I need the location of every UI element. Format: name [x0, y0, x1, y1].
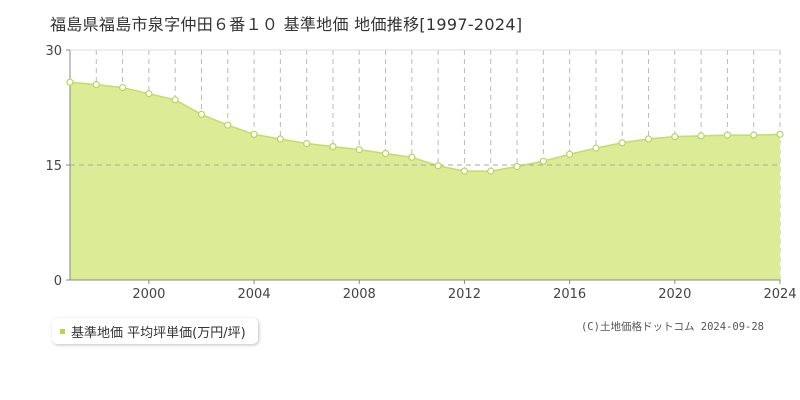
data-point: [408, 153, 416, 161]
data-point: [276, 135, 284, 143]
y-tick-label: 30: [45, 44, 62, 59]
data-point: [697, 132, 705, 140]
label-layer: 0 15 30 2000 2004 2008 2012 2016 2020 2024: [45, 44, 796, 302]
data-point: [671, 133, 679, 141]
data-point: [539, 157, 547, 165]
y-tick-label: 15: [45, 159, 62, 174]
data-point: [66, 78, 74, 86]
x-tick-label: 2004: [238, 287, 271, 302]
data-point: [644, 135, 653, 143]
legend-label: 基準地価 平均坪単価(万円/坪): [71, 325, 246, 341]
data-point: [750, 131, 758, 139]
data-point: [776, 130, 784, 138]
y-tick-label: 0: [54, 274, 62, 289]
data-point: [145, 90, 153, 98]
data-point: [723, 131, 732, 139]
data-point: [303, 139, 311, 148]
data-point: [513, 162, 521, 171]
data-point: [434, 162, 442, 170]
data-point: [197, 110, 206, 119]
x-tick-label: 2024: [763, 287, 796, 302]
copyright-text: (C)土地価格ドットコム 2024-09-28: [580, 321, 764, 333]
data-point: [92, 80, 100, 89]
data-point: [487, 167, 495, 175]
data-point: [250, 130, 258, 138]
data-point: [566, 150, 574, 158]
data-point: [592, 144, 600, 152]
x-tick-label: 2020: [658, 287, 691, 302]
axis-layer: [66, 49, 781, 284]
x-tick-label: 2012: [448, 287, 481, 302]
x-tick-label: 2008: [343, 287, 376, 302]
chart-title: 福島県福島市泉字仲田６番１０ 基準地価 地価推移[1997-2024]: [50, 15, 523, 34]
legend-marker: [60, 328, 65, 334]
series-line: [69, 81, 781, 172]
data-point: [329, 143, 337, 151]
series-area: [70, 82, 780, 280]
area-layer: [69, 81, 781, 280]
data-point: [460, 167, 469, 175]
data-point: [381, 149, 390, 158]
data-point: [224, 121, 232, 129]
x-tick-label: 2016: [553, 287, 586, 302]
data-point: [355, 146, 363, 154]
data-point: [618, 139, 626, 147]
data-point: [171, 96, 179, 104]
legend: 基準地価 平均坪単価(万円/坪): [52, 318, 258, 344]
x-tick-label: 2000: [132, 287, 165, 302]
marker-layer: [66, 78, 784, 175]
data-point: [118, 83, 127, 92]
